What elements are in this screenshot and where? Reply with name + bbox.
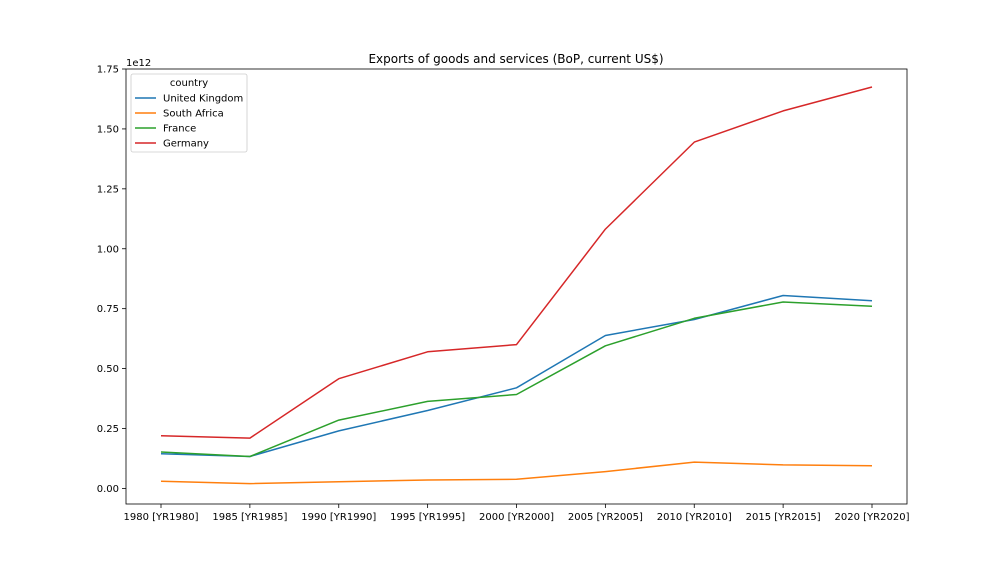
legend-box [130,73,248,153]
x-tick-label: 1985 [YR1985] [212,512,287,523]
y-tick-label: 0.00 [97,484,119,495]
y-tick-label: 1.25 [97,184,119,195]
x-tick-label: 2000 [YR2000] [479,512,554,523]
series-lines [160,86,873,485]
y-tick-label: 1.75 [97,65,119,76]
series-line-france [160,301,873,458]
x-tick-label: 1995 [YR1995] [390,512,465,523]
x-tick-label: 2020 [YR2020] [835,512,910,523]
x-axis: 1980 [YR1980] 1985 [YR1985] 1990 [YR1990] 1… [124,504,910,523]
legend: country United Kingdom South Africa France… [130,73,248,153]
y-tick-label: 1.50 [97,124,119,135]
legend-title: country [170,78,208,89]
chart-title: Exports of goods and services (BoP, curr… [368,52,663,66]
y-tick-label: 1.00 [97,244,119,255]
plot-area-frame [125,68,908,505]
y-tick-label: 0.50 [97,364,119,375]
y-axis-scale-label: 1e12 [126,58,151,69]
legend-items: United Kingdom South Africa France Germany [135,94,243,150]
y-tick-label: 0.75 [97,304,119,315]
series-line-germany [160,86,873,439]
series-line-united-kingdom [160,294,873,458]
y-axis: 0.00 0.25 0.50 0.75 1.00 1.25 1.50 1.75 [97,65,126,495]
x-tick-label: 2005 [YR2005] [568,512,643,523]
series-line-south-africa [160,461,873,485]
x-tick-label: 1990 [YR1990] [301,512,376,523]
legend-label-germany: Germany [163,139,209,150]
legend-label-south-africa: South Africa [163,109,224,120]
x-tick-label: 1980 [YR1980] [124,512,199,523]
x-tick-label: 2010 [YR2010] [657,512,732,523]
y-tick-label: 0.25 [97,424,119,435]
legend-label-france: France [163,124,196,135]
x-tick-label: 2015 [YR2015] [746,512,821,523]
legend-label-united-kingdom: United Kingdom [163,94,243,105]
